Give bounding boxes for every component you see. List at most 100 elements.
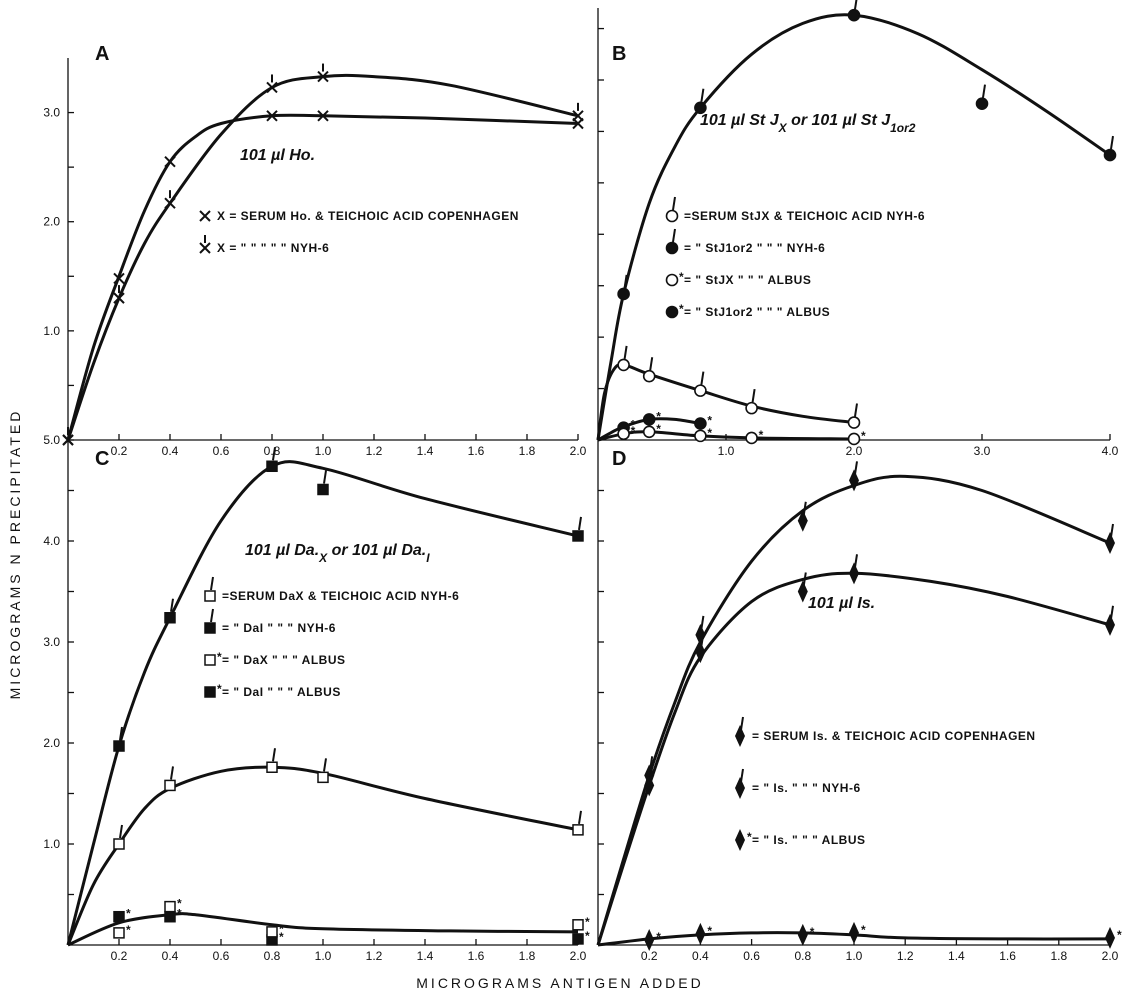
data-point-d-2-4: * [1105,926,1122,949]
data-point-d-2-3-glyph [849,921,859,944]
legend-marker-b-0-glyph [665,209,679,223]
data-point-c-3-3-star: * [585,915,590,929]
data-point-b-0-4 [1103,135,1117,162]
y-tick-label-a-3: 2.0 [43,215,60,229]
legend-marker-c-2: * [204,650,222,666]
x-tick-label-d-3: 0.8 [794,949,811,963]
data-point-d-0-3-tick [854,461,858,475]
legend-label-c-0: =SERUM DaX & TEICHOIC ACID NYH-6 [222,589,459,603]
data-point-c-2-2-star: * [279,930,284,944]
x-tick-label-d-8: 1.8 [1050,949,1067,963]
data-point-c-1-4 [572,810,584,836]
data-point-d-2-1: * [695,922,712,945]
data-point-b-0-3 [975,84,989,110]
data-point-d-2-4-star: * [1117,928,1122,942]
data-point-d-1-4 [1105,605,1115,636]
data-point-c-1-1-glyph [164,779,176,792]
x-tick-label-a-7: 1.6 [468,444,485,458]
data-point-b-1-1 [642,357,656,383]
data-point-a-1-5-glyph [572,110,584,122]
data-point-c-3-0: * [113,923,131,939]
panel-caption-b: 101 µl St JX or 101 µl St J1or2 [700,112,916,135]
legend-marker-d-1-glyph [735,777,745,799]
data-point-b-2-1-star: * [656,409,661,423]
data-point-a-0-2-glyph [164,155,176,168]
series-curve-a-0 [66,113,579,441]
legend-marker-a-1 [199,235,211,254]
data-point-b-1-4-glyph [847,416,861,429]
data-point-b-2-1: * [642,409,661,426]
data-point-c-1-2-tick [272,748,276,762]
series-curve-a-1 [66,73,579,441]
data-point-b-0-1 [694,88,707,115]
data-point-d-0-2-glyph [797,509,808,532]
x-tick-label-c-1: 0.4 [162,949,179,963]
data-point-d-1-3-glyph [849,562,859,585]
legend-marker-b-1-tick [672,228,676,243]
data-point-b-3-4-star: * [861,429,866,443]
data-point-b-3-0-glyph [617,427,630,441]
data-point-b-3-2: * [694,426,712,443]
legend-label-b-3: = " StJ1or2 " " " ALBUS [684,305,830,319]
data-point-c-1-2 [266,748,278,773]
legend-marker-c-1-glyph [204,622,216,634]
data-point-c-0-1-tick [170,598,174,612]
data-point-b-0-3-tick [982,84,986,98]
data-point-c-0-2-glyph [266,460,278,473]
data-point-b-3-1-star: * [656,422,661,436]
data-point-b-1-0-tick [623,345,628,360]
legend-marker-a-0 [199,210,211,222]
x-tick-label-d-2: 0.6 [743,949,760,963]
data-point-d-1-0-glyph [644,774,655,797]
data-point-b-3-2-glyph [694,429,707,443]
legend-marker-d-1-tick [740,768,744,783]
legend-marker-d-2: * [735,829,752,851]
data-point-c-1-1 [164,766,176,792]
data-point-a-0-1-glyph [113,272,125,285]
legend-label-a-1: X = " " " " " NYH-6 [217,241,329,255]
data-point-b-1-1-tick [649,357,654,371]
data-point-c-1-4-tick [578,810,582,825]
x-tick-label-b-0: 1.0 [718,444,735,458]
series-curve-c-4 [67,912,579,947]
legend-marker-b-2-glyph [665,273,679,287]
legend-marker-c-0 [204,576,216,602]
data-point-c-3-3-glyph [572,919,584,931]
data-point-b-3-1: * [642,422,661,439]
data-point-b-1-1-glyph [642,369,656,383]
data-point-a-1-3-glyph [266,81,278,94]
legend-marker-b-1 [665,228,679,255]
data-point-b-2-1-glyph [642,413,656,426]
x-tick-label-d-1: 0.4 [692,949,709,963]
legend-label-d-2: = " Is. " " " ALBUS [752,833,866,847]
data-point-c-1-3-tick [323,758,327,772]
data-point-c-1-1-tick [170,766,174,780]
series-curve-c-0 [66,460,579,946]
x-tick-label-a-5: 1.2 [366,444,383,458]
data-point-d-1-2-tick [802,572,807,586]
x-tick-label-c-7: 1.6 [468,949,485,963]
data-point-b-1-2-glyph [694,384,707,397]
data-point-c-3-2-star: * [279,922,284,936]
x-tick-label-b-2: 3.0 [974,444,991,458]
data-point-b-0-2-glyph [847,8,861,22]
data-point-d-1-3 [849,554,859,585]
data-point-c-1-0-glyph [113,838,125,850]
x-tick-label-a-8: 1.8 [519,444,536,458]
data-point-a-1-1 [113,285,125,304]
data-point-b-1-3 [745,388,758,415]
data-point-b-1-4 [847,403,861,429]
y-tick-label-a-5: 3.0 [43,106,60,120]
legend-marker-b-0-tick [672,196,676,211]
data-point-b-0-0-tick [623,274,628,289]
data-point-b-1-3-tick [751,388,756,403]
panel-b: 1.0 2.0 3.0 4.0 B 101 µl St JX or 101 µl St J… [596,0,1119,458]
x-tick-label-b-1: 2.0 [846,444,863,458]
data-point-d-2-3-star: * [861,923,866,937]
data-point-b-1-4-tick [854,403,858,417]
data-point-b-1-2-tick [700,371,705,385]
x-tick-label-a-3: 0.8 [264,444,281,458]
legend-marker-d-2-glyph [735,829,745,851]
data-point-d-0-4-tick [1110,523,1114,538]
data-point-c-0-2 [266,447,278,473]
